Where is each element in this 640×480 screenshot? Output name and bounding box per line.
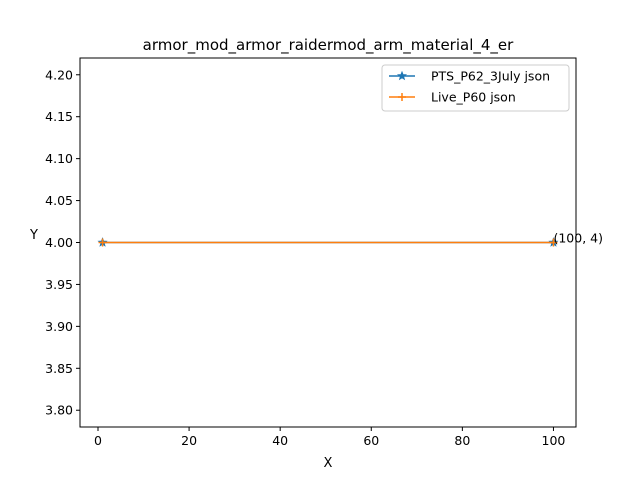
- plot-frame: [79, 57, 577, 428]
- x-tick-label: 100: [542, 433, 566, 448]
- annotation-layer: (100, 4): [553, 231, 603, 246]
- series-2-marker: [549, 238, 558, 247]
- legend: PTS_P62_3July json Live_P60 json: [381, 64, 570, 112]
- series-layer: [97, 237, 559, 247]
- legend-box: [381, 64, 570, 112]
- y-tick-label: 3.95: [45, 277, 73, 292]
- series-2-marker: [98, 238, 107, 247]
- x-tick-label: 40: [272, 433, 288, 448]
- y-tick-label: 4.20: [45, 67, 73, 82]
- y-axis-label: Y: [29, 228, 38, 243]
- x-tick-label: 0: [94, 433, 102, 448]
- y-tick-label: 4.05: [45, 193, 73, 208]
- x-axis-label: X: [324, 456, 333, 471]
- y-tick-label: 4.15: [45, 109, 73, 124]
- chart-title: armor_mod_armor_raidermod_arm_material_4…: [143, 36, 514, 55]
- y-tick-label: 3.80: [45, 403, 73, 418]
- y-tick-label: 4.10: [45, 151, 73, 166]
- legend-marker-1: [396, 70, 408, 81]
- y-tick-label: 4.00: [45, 235, 73, 250]
- legend-label-1: PTS_P62_3July json: [431, 69, 550, 84]
- x-tick-label: 60: [363, 433, 379, 448]
- x-axis-ticks: 0 20 40 60 80 100: [94, 427, 565, 448]
- point-annotation: (100, 4): [553, 231, 603, 246]
- x-tick-label: 80: [454, 433, 470, 448]
- legend-marker-2: [398, 93, 406, 101]
- y-axis-ticks: 3.80 3.85 3.90 3.95 4.00 4.05 4.10 4.15 4.20: [45, 67, 80, 418]
- x-tick-label: 20: [181, 433, 197, 448]
- legend-label-2: Live_P60 json: [431, 90, 516, 105]
- y-tick-label: 3.85: [45, 361, 73, 376]
- y-tick-label: 3.90: [45, 319, 73, 334]
